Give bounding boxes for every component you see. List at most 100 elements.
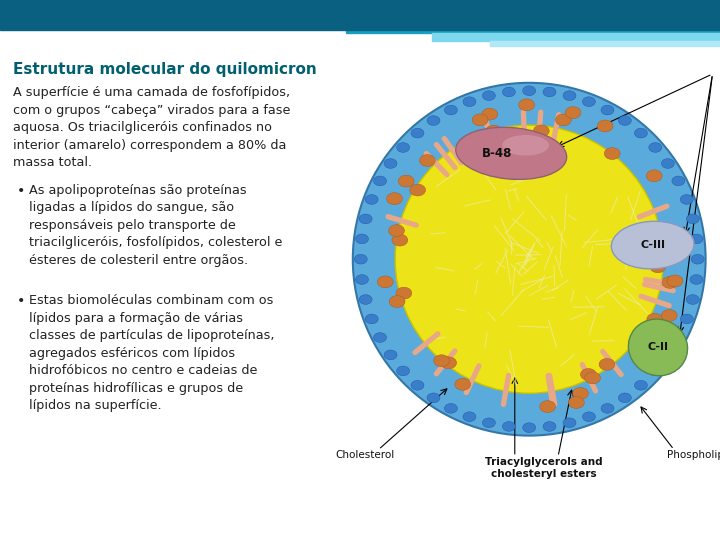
Circle shape (384, 159, 397, 168)
Circle shape (483, 129, 499, 141)
Text: Cholesterol: Cholesterol (335, 450, 395, 460)
Circle shape (455, 379, 471, 390)
Circle shape (410, 184, 426, 196)
Circle shape (667, 275, 683, 287)
Bar (490, 41, 720, 46)
Circle shape (661, 309, 677, 321)
Circle shape (647, 313, 662, 325)
Text: Estas biomoléculas combinam com os
lípidos para a formação de várias
classes de : Estas biomoléculas combinam com os lípid… (29, 294, 274, 413)
Circle shape (356, 234, 369, 244)
Circle shape (411, 381, 424, 390)
Circle shape (503, 422, 516, 431)
Circle shape (463, 412, 476, 422)
Ellipse shape (611, 221, 694, 269)
Circle shape (634, 128, 647, 138)
Circle shape (486, 125, 502, 137)
Ellipse shape (503, 135, 549, 156)
Circle shape (387, 193, 402, 205)
Ellipse shape (353, 83, 706, 436)
Circle shape (398, 175, 414, 187)
Circle shape (582, 97, 595, 106)
Circle shape (565, 107, 581, 119)
Text: •: • (17, 184, 25, 198)
Circle shape (604, 147, 620, 159)
Circle shape (690, 234, 703, 244)
Circle shape (374, 333, 387, 342)
Circle shape (649, 366, 662, 376)
Circle shape (543, 422, 556, 431)
Bar (0, 0, 720, 30)
Text: Phospholipids: Phospholipids (667, 450, 720, 460)
Circle shape (463, 97, 476, 106)
Circle shape (680, 314, 693, 324)
Text: C-III: C-III (640, 240, 665, 250)
Circle shape (482, 91, 495, 100)
Circle shape (662, 159, 675, 168)
Circle shape (597, 120, 613, 132)
Text: B-48: B-48 (482, 147, 512, 160)
Circle shape (444, 105, 457, 115)
Circle shape (392, 234, 408, 246)
Ellipse shape (395, 125, 663, 393)
Circle shape (540, 401, 556, 413)
Circle shape (365, 314, 378, 324)
Text: Triacylglycerols and
cholesteryl esters: Triacylglycerols and cholesteryl esters (485, 457, 603, 479)
Circle shape (672, 176, 685, 186)
Circle shape (580, 368, 596, 380)
Circle shape (618, 116, 631, 125)
Circle shape (518, 99, 534, 111)
Circle shape (691, 254, 704, 264)
Circle shape (569, 396, 585, 408)
Circle shape (433, 355, 449, 367)
Circle shape (397, 143, 410, 152)
Circle shape (396, 287, 412, 299)
Circle shape (649, 143, 662, 152)
Circle shape (427, 393, 440, 403)
Circle shape (397, 366, 410, 376)
Circle shape (585, 372, 600, 384)
Circle shape (420, 154, 436, 166)
Circle shape (601, 403, 614, 413)
Text: Estrutura molecular do quilomicron: Estrutura molecular do quilomicron (13, 62, 317, 77)
Circle shape (523, 423, 536, 433)
Circle shape (572, 388, 588, 400)
Circle shape (523, 86, 536, 96)
Bar (432, 33, 720, 41)
Circle shape (427, 116, 440, 125)
Circle shape (686, 295, 699, 305)
Circle shape (662, 350, 675, 360)
Circle shape (356, 275, 369, 285)
Circle shape (601, 105, 614, 115)
Circle shape (662, 276, 678, 288)
Circle shape (680, 194, 693, 204)
Ellipse shape (456, 127, 567, 179)
Circle shape (647, 170, 662, 182)
Circle shape (503, 87, 516, 97)
Circle shape (374, 176, 387, 186)
Circle shape (534, 125, 549, 137)
Circle shape (563, 418, 576, 428)
Circle shape (618, 393, 631, 403)
Circle shape (555, 114, 571, 126)
Circle shape (582, 412, 595, 422)
Circle shape (686, 214, 699, 224)
Circle shape (634, 381, 647, 390)
Circle shape (650, 261, 666, 273)
Text: As apolipoproteínas são proteínas
ligadas a lípidos do sangue, são
responsáveis : As apolipoproteínas são proteínas ligada… (29, 184, 282, 267)
Circle shape (377, 276, 393, 288)
Circle shape (563, 91, 576, 100)
Text: A superfície é uma camada de fosfofípidos,
com o grupos “cabeça” virados para a : A superfície é uma camada de fosfofípido… (13, 86, 290, 170)
Circle shape (472, 114, 488, 126)
Circle shape (690, 275, 703, 285)
Ellipse shape (629, 319, 688, 376)
Bar (346, 26, 720, 33)
Circle shape (359, 295, 372, 305)
Circle shape (444, 403, 457, 413)
Circle shape (441, 357, 456, 369)
Circle shape (354, 254, 367, 264)
Circle shape (482, 418, 495, 428)
Text: •: • (17, 294, 25, 308)
Circle shape (636, 339, 652, 350)
Circle shape (599, 359, 615, 370)
Text: C-II: C-II (647, 342, 668, 353)
